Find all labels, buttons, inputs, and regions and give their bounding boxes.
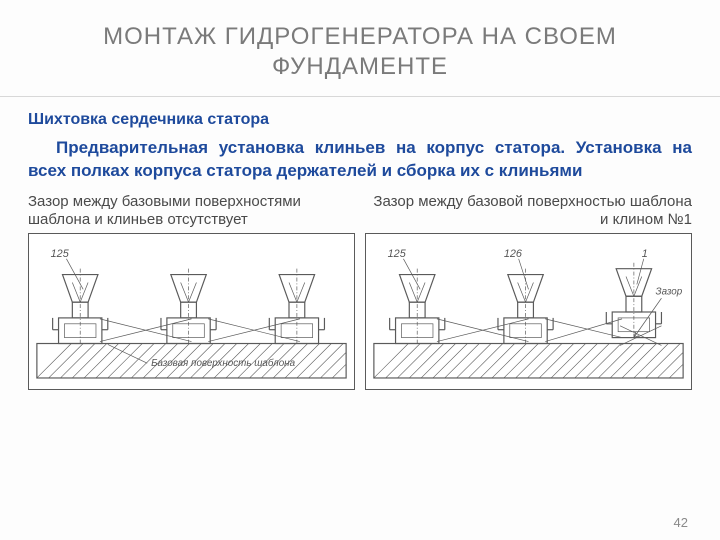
fig-left-base-label: Базовая поверхность шаблона <box>151 358 295 369</box>
lead-text: Предварительная установка клиньев на кор… <box>28 138 692 180</box>
fig-left-unit-1 <box>53 269 108 346</box>
figure-right-svg: 125 126 1 Зазор <box>366 234 691 389</box>
fig-left-label-125: 125 <box>51 248 70 260</box>
figure-left: Базовая поверхность шаблона 125 <box>28 233 355 390</box>
fig-left-unit-3 <box>269 269 324 346</box>
fig-right-label-126: 126 <box>504 248 523 260</box>
caption-left: Зазор между базовыми поверхностями шабло… <box>28 193 348 229</box>
fig-right-label-125: 125 <box>388 248 407 260</box>
fig-right-label-1: 1 <box>642 248 648 260</box>
figure-right: 125 126 1 Зазор <box>365 233 692 390</box>
caption-right: Зазор между базовой поверхностью шаблона… <box>372 193 692 229</box>
caption-row: Зазор между базовыми поверхностями шабло… <box>0 187 720 233</box>
figure-left-svg: Базовая поверхность шаблона 125 <box>29 234 354 389</box>
figure-row: Базовая поверхность шаблона 125 <box>0 233 720 390</box>
page-number: 42 <box>674 515 688 530</box>
lead-paragraph: Предварительная установка клиньев на кор… <box>0 131 720 187</box>
fig-left-unit-2 <box>161 269 216 346</box>
fig-right-unit-3 <box>606 263 661 340</box>
page-title: МОНТАЖ ГИДРОГЕНЕРАТОРА НА СВОЕМ ФУНДАМЕН… <box>40 22 680 82</box>
fig-right-label-gap: Зазор <box>656 286 683 297</box>
fig-right-unit-1 <box>390 269 445 346</box>
subtitle: Шихтовка сердечника статора <box>0 97 720 131</box>
title-band: МОНТАЖ ГИДРОГЕНЕРАТОРА НА СВОЕМ ФУНДАМЕН… <box>0 0 720 97</box>
